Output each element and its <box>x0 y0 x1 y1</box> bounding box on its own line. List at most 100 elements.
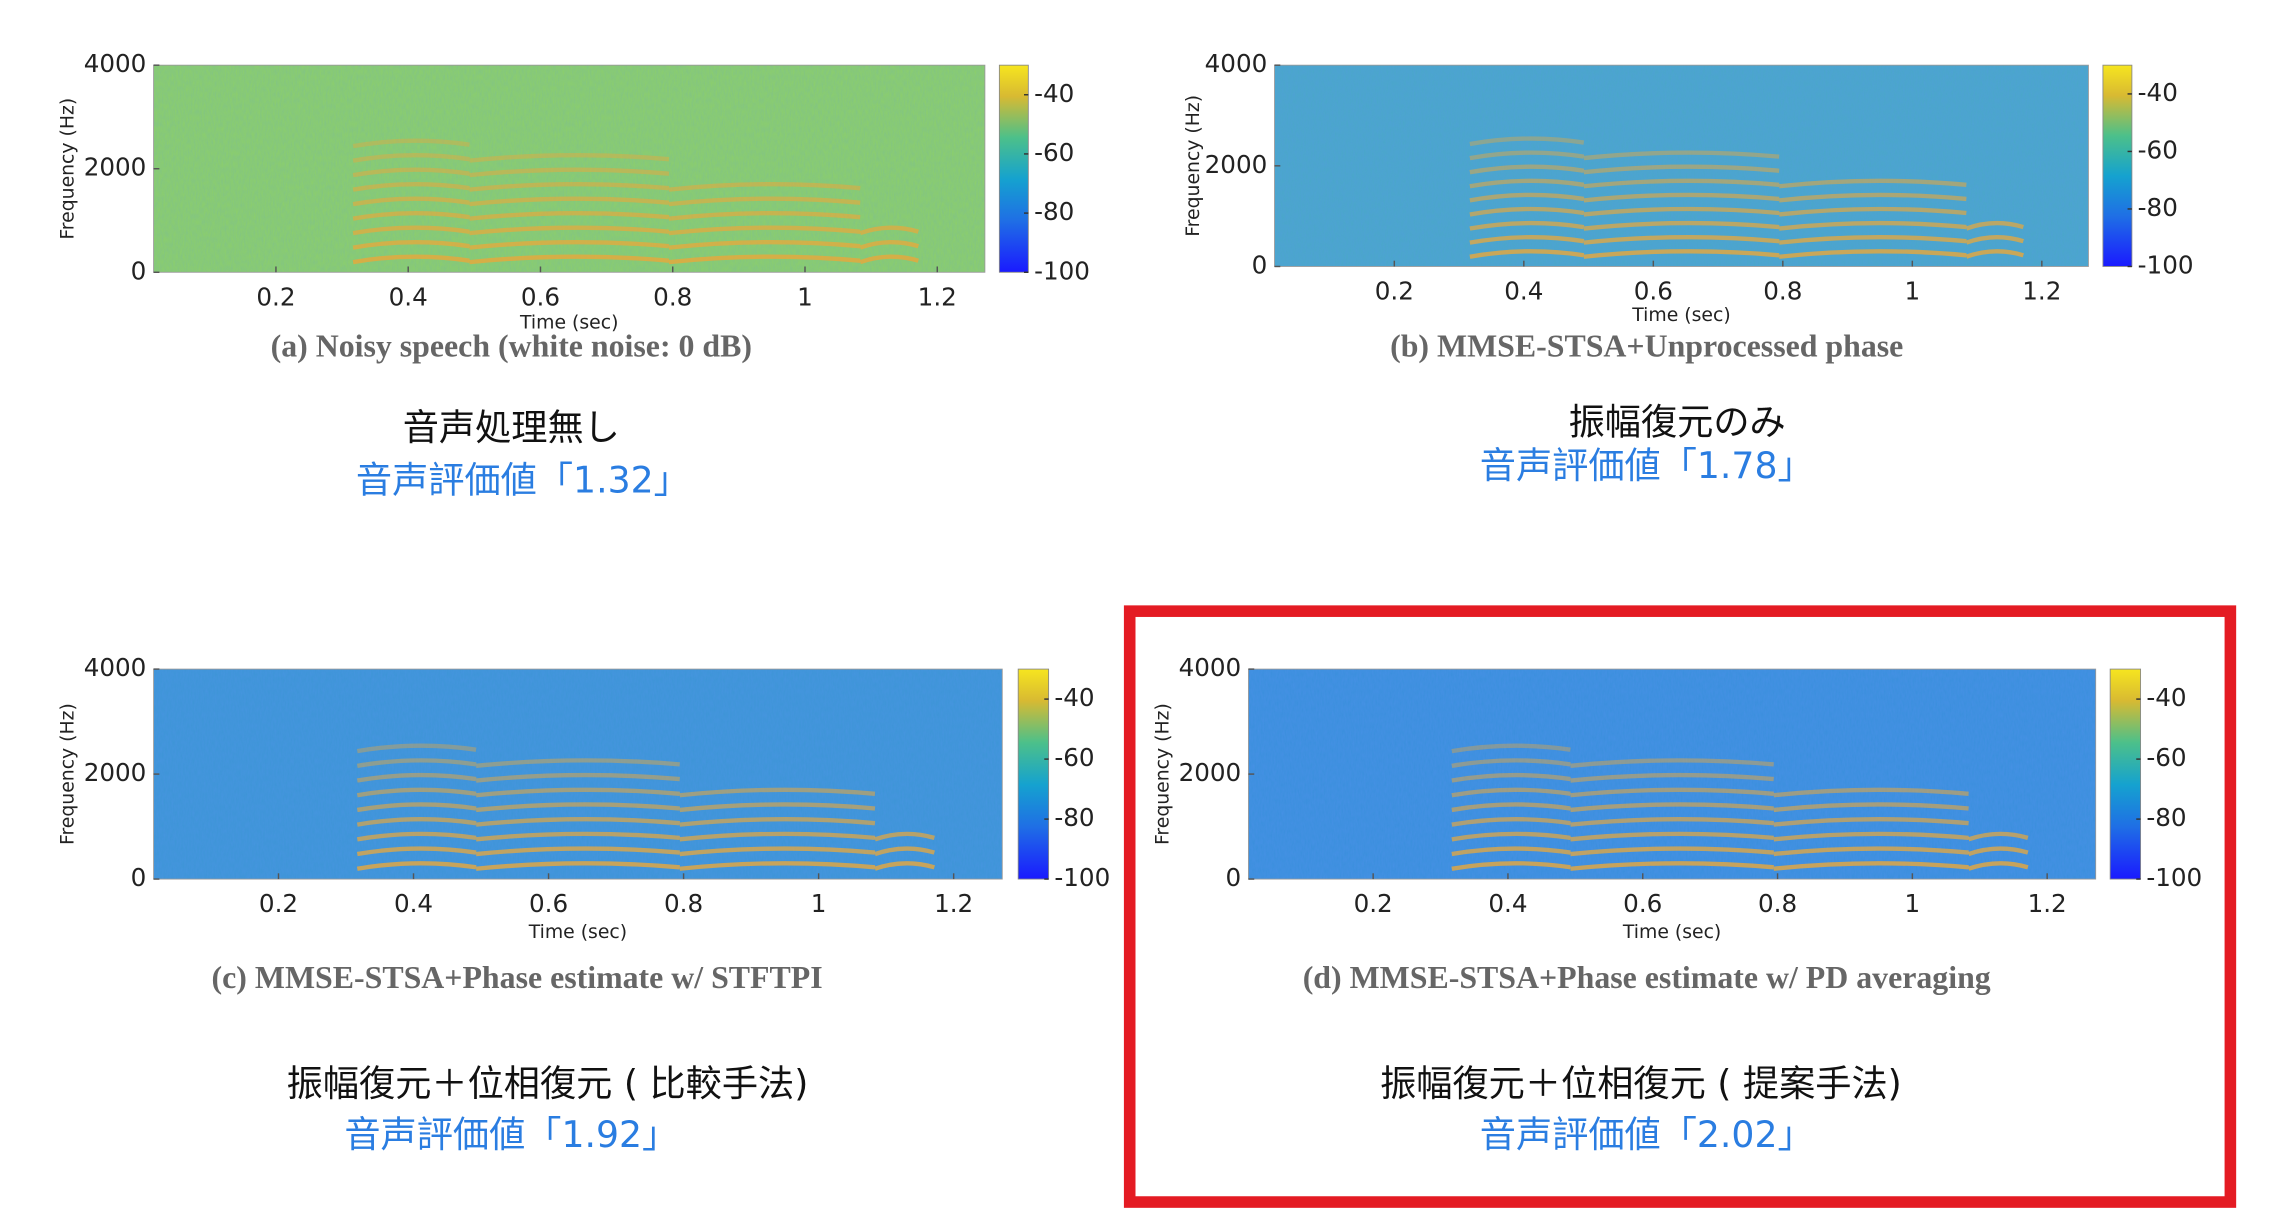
harmonic-texture <box>1469 150 1585 161</box>
harmonic-texture <box>1967 831 2029 842</box>
harmonic-texture <box>356 816 477 827</box>
harmonic-texture <box>1469 235 1585 245</box>
harmonic-texture <box>1451 743 1571 754</box>
score-label: 音声評価値「1.78」 <box>1480 444 1814 487</box>
harmonic-texture <box>469 196 670 207</box>
x-axis-label: Time (sec) <box>1622 922 1721 943</box>
harmonic-texture <box>1773 787 1969 798</box>
harmonic-texture <box>475 816 680 827</box>
harmonic-texture <box>352 182 470 192</box>
colorbar <box>2109 668 2142 880</box>
y-tick-label: 2000 <box>1205 150 1268 179</box>
x-tick-label: 0.8 <box>664 889 703 918</box>
score-label: 音声評価値「1.92」 <box>344 1113 678 1156</box>
y-tick-label: 4000 <box>1179 653 1242 682</box>
colorbar-tick-label: -40 <box>2138 78 2178 107</box>
harmonic-texture <box>1773 861 1969 871</box>
colorbar-tick-label: -40 <box>1054 683 1094 712</box>
panel-caption: (a) Noisy speech (white noise: 0 dB) <box>271 328 752 363</box>
harmonic-texture <box>859 225 920 236</box>
harmonic-texture <box>1967 861 2029 871</box>
panel-caption: (d) MMSE-STSA+Phase estimate w/ PD avera… <box>1303 960 1991 995</box>
method-label: 振幅復元＋位相復元 ( 比較手法) <box>287 1062 809 1105</box>
harmonic-texture <box>1570 772 1774 783</box>
x-tick-label: 0.8 <box>1763 277 1802 306</box>
x-tick-label: 0.6 <box>1634 277 1673 306</box>
harmonic-texture <box>1778 249 1967 259</box>
harmonic-texture <box>352 153 470 163</box>
harmonic-texture <box>352 138 470 149</box>
colorbar-tick-label: -60 <box>1054 743 1094 772</box>
harmonic-texture <box>475 772 680 783</box>
harmonic-texture <box>475 758 680 768</box>
x-tick-label: 0.6 <box>1623 889 1662 918</box>
method-label: 振幅復元のみ <box>1569 400 1786 443</box>
harmonic-texture <box>469 182 670 192</box>
harmonic-texture <box>352 167 470 178</box>
harmonic-texture <box>1778 192 1967 203</box>
harmonic-texture <box>679 802 876 813</box>
colorbar-tick-label: -80 <box>2146 803 2186 832</box>
y-tick-label: 0 <box>1252 250 1268 279</box>
x-tick-label: 1 <box>797 282 813 311</box>
harmonic-texture <box>352 239 470 250</box>
x-tick-label: 0.4 <box>394 889 433 918</box>
y-tick-label: 0 <box>131 863 147 892</box>
colorbar-tick-label: -100 <box>1054 863 1110 892</box>
colorbar <box>1017 668 1050 880</box>
harmonic-texture <box>1469 192 1585 203</box>
colorbar-tick-label: -80 <box>1034 197 1074 226</box>
highlight-frame <box>1123 605 2237 1208</box>
x-tick-label: 1.2 <box>918 282 957 311</box>
x-tick-label: 0.4 <box>1488 889 1527 918</box>
y-tick-label: 0 <box>131 256 147 285</box>
panel-caption: (c) MMSE-STSA+Phase estimate w/ STFTPI <box>212 960 823 995</box>
harmonic-texture <box>475 861 680 871</box>
y-tick-label: 4000 <box>1205 49 1268 78</box>
harmonic-texture <box>1773 846 1969 857</box>
harmonic-texture <box>356 846 477 857</box>
harmonic-texture <box>356 787 477 798</box>
harmonic-texture <box>1773 831 1969 842</box>
harmonic-texture <box>475 831 680 842</box>
colorbar-tick-label: -80 <box>1054 803 1094 832</box>
harmonic-texture <box>1583 164 1780 175</box>
harmonic-texture <box>1965 249 2024 259</box>
harmonic-texture <box>469 225 670 236</box>
harmonic-texture <box>1451 831 1571 842</box>
harmonic-texture <box>668 225 861 236</box>
harmonic-texture <box>1570 758 1774 768</box>
x-tick-label: 1.2 <box>2028 889 2067 918</box>
panel-caption: (b) MMSE-STSA+Unprocessed phase <box>1390 328 1903 363</box>
y-axis-label: Frequency (Hz) <box>1153 703 1174 845</box>
harmonic-texture <box>1773 802 1969 813</box>
harmonic-texture <box>679 861 876 871</box>
harmonic-texture <box>1451 802 1571 813</box>
harmonic-texture <box>356 772 477 783</box>
x-tick-label: 0.2 <box>259 889 298 918</box>
x-tick-label: 0.4 <box>1504 277 1543 306</box>
x-axis-label: Time (sec) <box>1631 305 1730 326</box>
harmonic-texture <box>1451 758 1571 768</box>
x-tick-label: 1.2 <box>2022 277 2061 306</box>
harmonic-texture <box>1778 178 1967 189</box>
x-axis-label: Time (sec) <box>528 922 627 943</box>
harmonic-texture <box>1583 235 1780 245</box>
harmonic-texture <box>469 167 670 178</box>
harmonic-texture <box>1583 206 1780 217</box>
harmonic-texture <box>469 210 670 221</box>
method-label: 振幅復元＋位相復元 ( 提案手法) <box>1380 1062 1902 1105</box>
x-tick-label: 0.8 <box>653 282 692 311</box>
y-axis-label: Frequency (Hz) <box>1183 95 1204 237</box>
colorbar-tick-label: -100 <box>1034 256 1090 285</box>
harmonic-texture <box>1778 206 1967 217</box>
harmonic-texture <box>1773 817 1969 827</box>
harmonic-texture <box>668 182 861 192</box>
harmonic-texture <box>1583 192 1780 203</box>
method-label: 音声処理無し <box>403 406 620 449</box>
score-label: 音声評価値「2.02」 <box>1480 1113 1814 1156</box>
harmonic-texture <box>469 153 670 163</box>
harmonic-texture <box>1451 816 1571 827</box>
harmonic-texture <box>874 831 935 842</box>
x-tick-label: 1 <box>811 889 827 918</box>
